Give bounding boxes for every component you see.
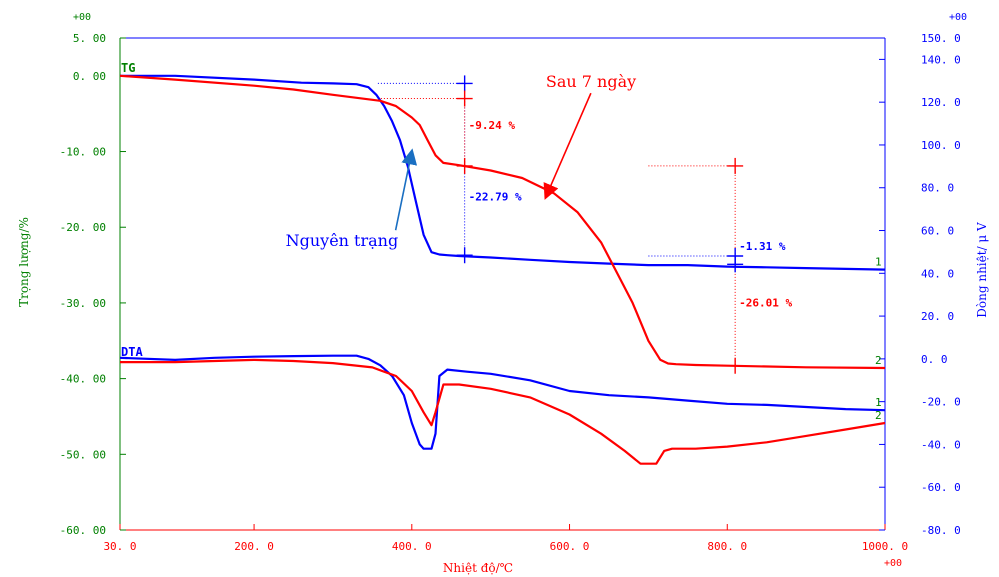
left-tick-label: -30. 00 — [60, 297, 106, 310]
right-tick-label: 80. 0 — [921, 182, 954, 195]
tg-curve-label: TG — [121, 61, 135, 75]
x-tick-label: 1000. 0 — [862, 540, 908, 553]
right-tick-label: -60. 0 — [921, 481, 961, 494]
left-exponent: +00 — [73, 12, 91, 23]
series-end-marker: 1 — [875, 256, 882, 269]
callout-label: Sau 7 ngày — [546, 72, 636, 91]
right-exponent: +00 — [949, 12, 967, 23]
mass-loss-annotation: -26.01 % — [739, 297, 792, 310]
right-tick-label: -80. 0 — [921, 524, 961, 537]
right-tick-label: -40. 0 — [921, 438, 961, 451]
mass-loss-annotation: -1.31 % — [739, 240, 786, 253]
left-tick-label: -60. 00 — [60, 524, 106, 537]
callout-arrow — [394, 148, 418, 231]
series-line-dta-2 — [120, 358, 886, 465]
x-tick-label: 600. 0 — [550, 540, 590, 553]
right-tick-label: 0. 0 — [921, 353, 948, 366]
right-tick-label: 100. 0 — [921, 139, 961, 152]
callout-arrow — [543, 92, 592, 200]
left-tick-label: -40. 00 — [60, 373, 106, 386]
series-end-marker: 1 — [875, 396, 882, 409]
x-exponent: +00 — [884, 558, 902, 569]
series-line-tg-2 — [119, 74, 886, 370]
left-tick-label: -10. 00 — [60, 146, 106, 159]
series-end-marker: 2 — [875, 409, 882, 422]
labels-layer: 30. 0 200. 0 400. 0 600. 0 800. 0 1000. 0 5. 0… — [60, 32, 961, 553]
series-line-dta-1 — [119, 354, 886, 450]
left-tick-label: -50. 00 — [60, 448, 106, 461]
left-tick-label: 5. 00 — [73, 32, 106, 45]
step-guides-layer — [377, 75, 744, 374]
right-tick-label: 20. 0 — [921, 310, 954, 323]
series-line-tg-1 — [120, 74, 886, 271]
right-tick-label: -20. 0 — [921, 396, 961, 409]
x-tick-label: 30. 0 — [103, 540, 136, 553]
callout-label: Nguyên trạng — [286, 231, 399, 250]
right-tick-label: 60. 0 — [921, 225, 954, 238]
dta-curve-label: DTA — [121, 345, 143, 359]
right-tick-label: 120. 0 — [921, 96, 961, 109]
y-axis-label-right: Dòng nhiệt/ μ V — [975, 222, 989, 318]
mass-loss-annotation: -22.79 % — [469, 191, 522, 204]
axes-layer — [119, 37, 886, 531]
x-tick-label: 800. 0 — [707, 540, 747, 553]
x-tick-label: 400. 0 — [392, 540, 432, 553]
x-tick-label: 200. 0 — [234, 540, 274, 553]
left-tick-label: -20. 00 — [60, 221, 106, 234]
curves-layer — [119, 74, 886, 465]
left-tick-label: 0. 00 — [73, 70, 106, 83]
right-tick-label: 40. 0 — [921, 267, 954, 280]
mass-loss-annotation: -9.24 % — [469, 119, 516, 132]
series-end-marker: 2 — [875, 354, 882, 367]
x-axis-label: Nhiệt độ/℃ — [443, 561, 513, 575]
right-tick-label: 140. 0 — [921, 53, 961, 66]
y-axis-label-left: Trọng lượng/% — [17, 217, 31, 307]
right-tick-label: 150. 0 — [921, 32, 961, 45]
